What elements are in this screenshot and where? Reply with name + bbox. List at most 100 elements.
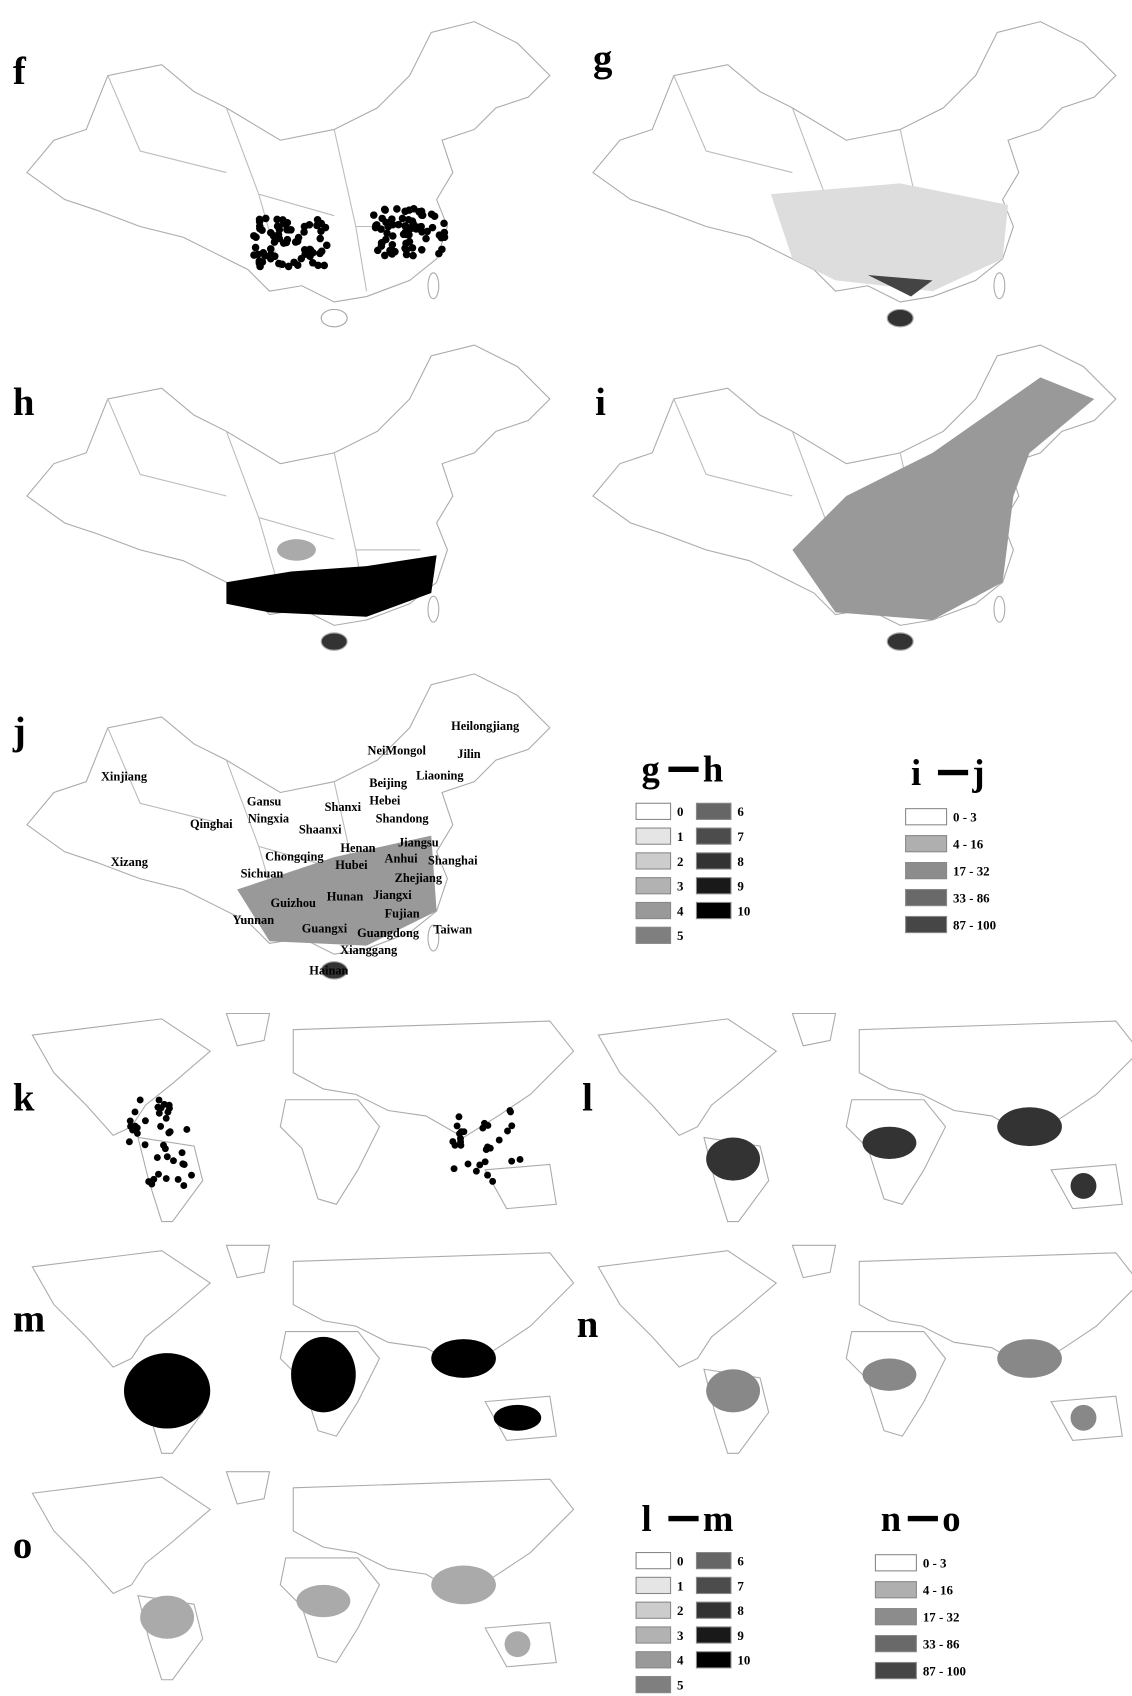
suitability-area <box>296 1585 350 1617</box>
legend-dash <box>938 770 968 775</box>
world-map <box>32 1013 573 1221</box>
legend-label: 4 <box>677 903 684 918</box>
occurrence-dot <box>314 216 322 224</box>
occurrence-dot <box>285 226 293 234</box>
occurrence-dot <box>496 1137 503 1144</box>
province-label: Taiwan <box>433 923 472 937</box>
occurrence-dot <box>454 1122 461 1129</box>
legend-swatch <box>636 902 670 918</box>
province-label: Xianggang <box>340 943 398 957</box>
occurrence-dot <box>274 222 282 230</box>
province-label: Hunan <box>327 889 364 903</box>
legend-swatch <box>906 916 947 932</box>
legend-label: 7 <box>737 1578 744 1593</box>
legend-swatch <box>696 902 730 918</box>
province-label: Shandong <box>376 812 430 826</box>
occurrence-dot <box>440 220 448 228</box>
map-outline <box>32 1013 573 1221</box>
suitability-area <box>140 1596 194 1639</box>
panel-letter: f <box>13 50 27 93</box>
map-outline <box>32 1472 573 1680</box>
hainan <box>887 633 913 650</box>
province-label: Hainan <box>309 964 348 978</box>
legend: no0 - 34 - 1617 - 3233 - 8687 - 100 <box>875 1498 966 1679</box>
occurrence-dot <box>316 250 324 258</box>
occurrence-dot <box>142 1117 149 1124</box>
province-label: Liaoning <box>416 769 464 783</box>
occurrence-dot <box>188 1172 195 1179</box>
hainan <box>887 309 913 326</box>
legend-label: 0 <box>677 804 683 819</box>
occurrence-dot <box>298 255 306 263</box>
province-label: Jiangsu <box>398 835 439 849</box>
province-label: Chongqing <box>265 849 324 863</box>
province-label: Anhui <box>385 852 419 866</box>
suitability-area <box>706 1137 760 1180</box>
legend-swatch <box>636 1553 670 1569</box>
occurrence-dot <box>294 261 302 269</box>
legend-title: g <box>641 749 659 790</box>
legend-swatch <box>636 1677 670 1693</box>
legend-swatch <box>696 828 730 844</box>
suitability-area <box>494 1405 541 1431</box>
occurrence-dot <box>381 206 389 214</box>
legend-label: 5 <box>677 928 683 943</box>
legend-title: h <box>703 749 723 790</box>
occurrence-dot <box>295 234 303 242</box>
suitability-area <box>431 1339 496 1378</box>
panel-letter: i <box>595 381 606 424</box>
china-map <box>27 345 550 650</box>
legend-label: 6 <box>737 1553 744 1568</box>
legend-swatch <box>696 1627 730 1643</box>
occurrence-dot <box>167 1128 174 1135</box>
occurrence-dot <box>164 1153 171 1160</box>
legend-swatch <box>636 878 670 894</box>
panel-letter: h <box>13 381 35 424</box>
hainan <box>321 309 347 326</box>
suitability-area <box>124 1353 210 1428</box>
legend-label: 4 - 16 <box>923 1583 954 1598</box>
province-label: Guizhou <box>271 896 317 910</box>
province-label: Jilin <box>457 747 481 761</box>
occurrence-dot <box>451 1165 458 1172</box>
occurrence-dot <box>260 249 268 257</box>
legend-dash <box>668 767 698 772</box>
legend-label: 10 <box>737 1653 750 1668</box>
legend-label: 3 <box>677 1628 684 1643</box>
occurrence-dot <box>145 1178 152 1185</box>
legend-label: 9 <box>737 879 743 894</box>
suitability-area <box>997 1339 1062 1378</box>
legend-label: 33 - 86 <box>923 1636 960 1651</box>
province-label: Yunnan <box>233 913 275 927</box>
occurrence-dot <box>160 1142 167 1149</box>
legend-label: 10 <box>737 903 750 918</box>
china-map <box>593 345 1116 650</box>
occurrence-dot <box>179 1149 186 1156</box>
occurrence-dot <box>323 242 331 250</box>
province-label: Qinghai <box>190 817 233 831</box>
occurrence-dot <box>309 259 317 267</box>
legend-title: n <box>881 1498 901 1539</box>
province-label: Shanxi <box>325 800 362 814</box>
province-label: Gansu <box>247 794 282 808</box>
legend-title: l <box>641 1498 651 1539</box>
occurrence-dot <box>378 239 386 247</box>
occurrence-dot <box>372 222 380 230</box>
occurrence-dot <box>452 1142 459 1149</box>
legend-label: 4 - 16 <box>953 837 984 852</box>
legend-swatch <box>636 853 670 869</box>
occurrence-dot <box>278 261 286 269</box>
legend-swatch <box>636 927 670 943</box>
occurrence-dot <box>389 232 397 240</box>
legend-swatch <box>906 836 947 852</box>
legend: gh012345678910 <box>636 749 750 944</box>
hainan <box>321 633 347 650</box>
occurrence-dot <box>132 1108 139 1115</box>
province-label: Fujian <box>385 907 420 921</box>
province-label: Henan <box>340 841 375 855</box>
panel-letter: o <box>13 1524 32 1567</box>
suitability-area <box>862 1127 916 1159</box>
occurrence-dot <box>517 1156 524 1163</box>
legend-label: 4 <box>677 1653 684 1668</box>
